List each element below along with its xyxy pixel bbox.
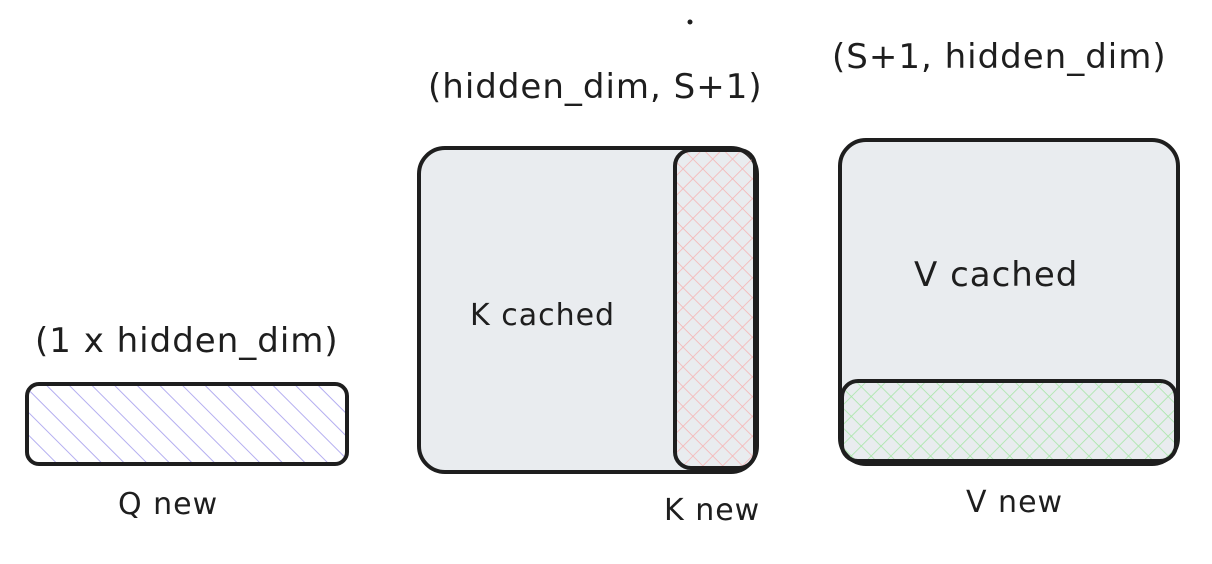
k-group: (hidden_dim, S+1) K cached K new (417, 67, 763, 528)
k-shape-label: (hidden_dim, S+1) (428, 67, 763, 107)
v-new-row-outline (840, 379, 1178, 463)
q-shape-label: (1 x hidden_dim) (35, 321, 339, 361)
q-caption: Q new (118, 487, 218, 522)
v-caption: V new (966, 485, 1063, 520)
k-caption: K new (664, 493, 760, 528)
k-cached-block (419, 148, 757, 472)
k-new-column-outline (673, 148, 757, 470)
v-new-row (842, 381, 1176, 461)
stray-dot (687, 19, 693, 25)
q-new-block (27, 384, 347, 464)
q-new-block-outline (25, 382, 349, 466)
v-cached-block-outline (838, 138, 1180, 466)
v-group: (S+1, hidden_dim) V cached V new (832, 37, 1180, 520)
k-cached-label: K cached (470, 298, 615, 333)
k-new-column (675, 150, 755, 468)
q-group: (1 x hidden_dim) Q new (25, 321, 349, 522)
v-shape-label: (S+1, hidden_dim) (832, 37, 1167, 77)
v-cached-label: V cached (914, 255, 1078, 295)
